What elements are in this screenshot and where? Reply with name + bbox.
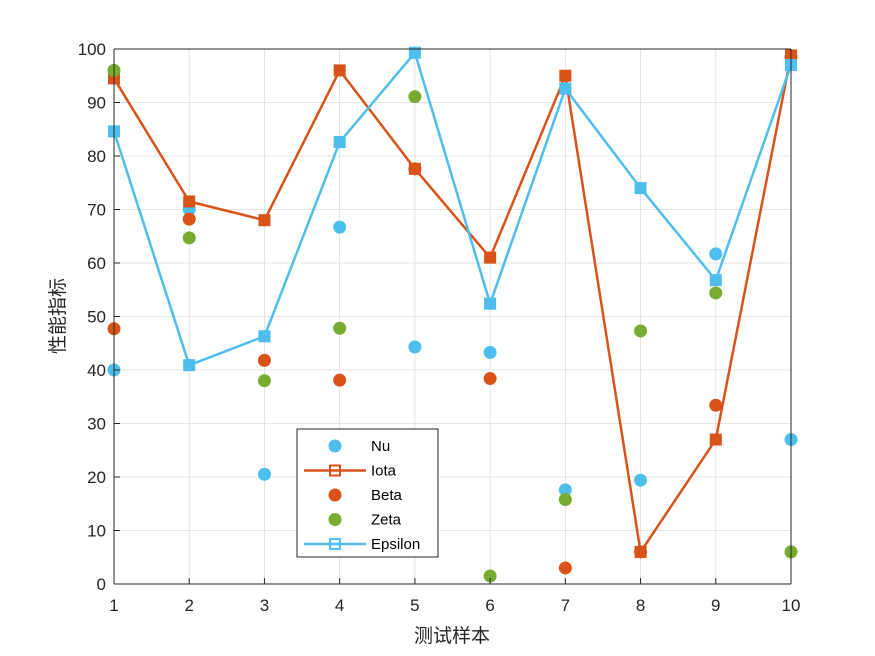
data-point-iota <box>559 69 572 82</box>
legend-item-zeta: Zeta <box>328 512 402 529</box>
y-tick-label: 0 <box>97 575 106 594</box>
legend-label: Epsilon <box>371 536 420 553</box>
legend-swatch-marker <box>329 538 341 550</box>
y-tick-label: 40 <box>87 361 106 380</box>
data-point-nu <box>709 247 723 261</box>
data-point-zeta <box>182 231 196 245</box>
data-point-zeta <box>333 321 347 335</box>
data-point-nu <box>333 220 347 234</box>
legend-label: Iota <box>371 463 397 480</box>
data-point-nu <box>634 473 648 487</box>
y-axis-title: 性能指标 <box>47 278 69 354</box>
series-line-epsilon <box>112 51 793 367</box>
data-point-zeta <box>634 324 648 338</box>
data-point-epsilon <box>183 359 196 372</box>
data-point-zeta <box>408 90 422 104</box>
data-point-epsilon <box>408 46 421 59</box>
data-point-epsilon <box>484 297 497 310</box>
data-point-nu <box>558 483 572 497</box>
y-tick-label: 50 <box>87 308 106 327</box>
legend-box <box>296 428 439 558</box>
legend-label: Beta <box>371 487 403 504</box>
data-point-nu <box>408 340 422 354</box>
data-point-iota <box>183 195 196 208</box>
y-tick-label: 70 <box>87 201 106 220</box>
x-tick-label: 6 <box>485 596 494 615</box>
y-tick-label: 20 <box>87 468 106 487</box>
data-point-epsilon <box>559 82 572 95</box>
data-point-beta <box>182 212 196 226</box>
data-point-zeta <box>483 569 497 583</box>
x-axis-title: 测试样本 <box>414 625 490 647</box>
y-tick-label: 80 <box>87 147 106 166</box>
data-point-beta <box>634 545 648 559</box>
legend-item-iota: Iota <box>304 463 397 480</box>
legend-swatch-marker <box>328 513 342 526</box>
data-point-nu <box>483 345 497 359</box>
series-epsilon <box>108 46 797 372</box>
x-ticks: 1 2 3 4 5 6 7 8 9 10 <box>109 578 800 615</box>
data-point-beta <box>709 398 723 412</box>
y-tick-label: 60 <box>87 254 106 273</box>
x-tick-label: 4 <box>335 596 344 615</box>
y-tick-label: 30 <box>87 415 106 434</box>
series-beta <box>107 50 798 575</box>
data-point-zeta <box>709 286 723 300</box>
legend-item-nu: Nu <box>328 438 390 455</box>
data-point-epsilon <box>634 182 647 195</box>
y-tick-label: 100 <box>78 40 106 59</box>
x-tick-label: 8 <box>636 596 645 615</box>
data-point-iota <box>484 251 497 264</box>
series-line-iota <box>112 55 793 554</box>
data-point-iota <box>258 214 271 227</box>
legend-swatch-marker <box>328 439 342 453</box>
data-point-epsilon <box>333 136 346 149</box>
data-point-epsilon <box>258 330 271 343</box>
legend-label: Nu <box>371 438 390 455</box>
legend-item-beta: Beta <box>328 487 403 504</box>
data-point-beta <box>408 162 422 176</box>
legend: Nu Iota Beta Zeta Epsilon <box>296 428 439 558</box>
y-tick-label: 90 <box>87 94 106 113</box>
data-point-beta <box>333 373 347 387</box>
data-point-beta <box>558 561 572 575</box>
x-tick-label: 2 <box>184 596 193 615</box>
y-tick-label: 10 <box>87 522 106 541</box>
data-point-iota <box>709 433 722 446</box>
data-point-nu <box>257 467 271 481</box>
legend-swatch-marker <box>329 464 341 477</box>
data-point-beta <box>257 353 271 367</box>
legend-label: Zeta <box>371 512 402 529</box>
data-point-zeta <box>558 492 572 506</box>
legend-item-epsilon: Epsilon <box>304 536 420 553</box>
x-tick-label: 9 <box>711 596 720 615</box>
data-point-beta <box>483 372 497 386</box>
grid <box>113 48 792 585</box>
legend-swatch-marker <box>328 488 342 502</box>
y-ticks: 0 10 20 30 40 50 60 70 80 90 100 <box>78 40 120 594</box>
x-tick-label: 10 <box>782 596 801 615</box>
series-layer <box>107 46 798 583</box>
x-tick-label: 3 <box>260 596 269 615</box>
x-tick-label: 1 <box>109 596 118 615</box>
data-point-epsilon <box>709 274 722 287</box>
x-tick-label: 5 <box>410 596 419 615</box>
data-point-iota <box>333 64 346 77</box>
x-tick-label: 7 <box>561 596 570 615</box>
data-point-zeta <box>257 374 271 388</box>
